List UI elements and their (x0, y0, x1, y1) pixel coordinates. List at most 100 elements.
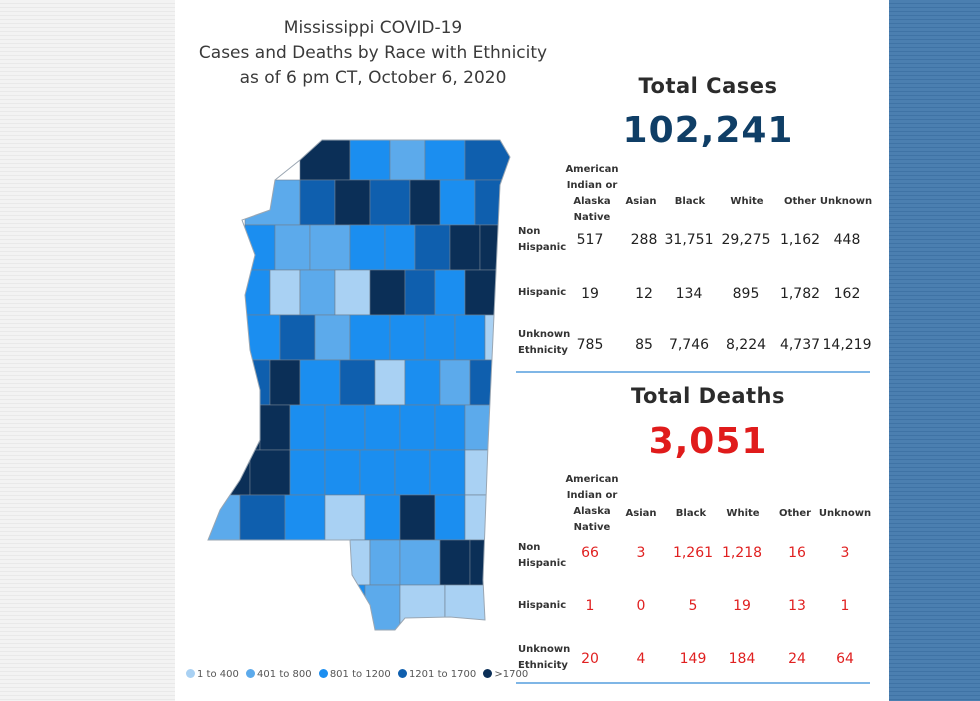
value-cell: 1,162 (779, 232, 821, 248)
county-region (464, 269, 510, 316)
value-cell: 4 (636, 651, 646, 667)
county-region (339, 539, 371, 586)
county-region (299, 179, 336, 226)
county-region (399, 404, 436, 451)
value-cell: 19 (581, 286, 599, 302)
right-background (889, 0, 980, 701)
county-region (279, 314, 316, 361)
county-region (289, 449, 326, 496)
county-region (434, 404, 466, 451)
value-cell: 288 (630, 232, 658, 248)
value-cell: 3 (636, 545, 646, 561)
value-cell: 134 (675, 286, 703, 302)
county-region (299, 140, 351, 181)
row-header-unknown-ethnicity: Unknown Ethnicity (518, 644, 571, 671)
county-region (429, 449, 466, 496)
county-region (464, 140, 510, 181)
legend-item: 1 to 400 (186, 669, 239, 680)
value-cell: 1,261 (672, 545, 714, 561)
state-outline (207, 139, 511, 631)
title-line-1: Mississippi COVID-19 (283, 18, 463, 38)
county-region (339, 359, 376, 406)
value-cell: 66 (581, 545, 599, 561)
value-cell: 1,218 (721, 545, 763, 561)
county-region (339, 584, 366, 630)
county-region (369, 539, 401, 586)
value-cell: 24 (788, 651, 806, 667)
county-region (244, 314, 281, 361)
county-region (274, 224, 311, 271)
total-cases-value: 102,241 (622, 110, 794, 151)
col-header-other: Other (778, 508, 812, 519)
county-region (349, 314, 391, 361)
county-region (369, 179, 411, 226)
row-header-non-hispanic: Non Hispanic (518, 542, 567, 569)
value-cell: 31,751 (664, 232, 714, 248)
county-region (349, 140, 391, 181)
county-region (239, 359, 271, 406)
legend-dot (246, 669, 256, 678)
county-region (289, 404, 326, 451)
value-cell: 12 (635, 286, 653, 302)
col-header-white: White (730, 196, 764, 207)
col-header-unknown: Unknown (819, 196, 873, 207)
legend-item: 801 to 1200 (318, 669, 391, 680)
county-region (479, 224, 510, 271)
value-cell: 1 (585, 598, 595, 614)
county-region (439, 359, 471, 406)
legend-dot (397, 669, 407, 678)
col-header-asian: Asian (625, 508, 657, 519)
county-region (269, 359, 301, 406)
total-cases-heading: Total Cases (638, 74, 778, 98)
value-cell: 7,746 (668, 337, 710, 353)
value-cell: 19 (733, 598, 751, 614)
value-cell: 16 (788, 545, 806, 561)
county-region (449, 224, 481, 271)
legend-item: 401 to 800 (246, 669, 312, 680)
county-region (299, 269, 336, 316)
county-region (284, 494, 326, 541)
legend-dot (186, 669, 195, 678)
county-region (439, 539, 471, 586)
county-region (324, 494, 366, 541)
value-cell: 8,224 (725, 337, 767, 353)
county-region (314, 314, 351, 361)
deaths-divider (516, 682, 870, 684)
legend-item: >1700 (483, 669, 528, 680)
county-region (208, 494, 241, 541)
col-header-black: Black (675, 508, 707, 519)
county-region (244, 224, 276, 271)
value-cell: 448 (833, 232, 861, 248)
county-region (474, 179, 510, 226)
value-cell: 29,275 (721, 232, 771, 248)
county-region (259, 404, 291, 451)
county-region (334, 179, 371, 226)
county-region (374, 359, 406, 406)
county-region (399, 494, 436, 541)
value-cell: 14,219 (822, 337, 872, 353)
county-region (464, 404, 510, 451)
county-region (244, 179, 301, 226)
value-cell: 13 (788, 598, 806, 614)
legend-dot (318, 669, 328, 678)
value-cell: 517 (576, 232, 604, 248)
col-header-other: Other (783, 196, 817, 207)
county-region (334, 269, 371, 316)
county-region (404, 269, 436, 316)
col-header-unknown: Unknown (818, 508, 872, 519)
county-region (434, 494, 466, 541)
county-region (229, 404, 261, 451)
county-region (439, 179, 476, 226)
county-region (424, 314, 456, 361)
county-region (364, 584, 401, 630)
legend-item: 1201 to 1700 (397, 669, 476, 680)
value-cell: 4,737 (779, 337, 821, 353)
value-cell: 5 (688, 598, 698, 614)
value-cell: 162 (833, 286, 861, 302)
county-region (299, 359, 341, 406)
county-region (404, 359, 441, 406)
county-region (409, 179, 441, 226)
legend-dot (483, 669, 493, 678)
county-region (484, 314, 510, 361)
value-cell: 1,782 (779, 286, 821, 302)
